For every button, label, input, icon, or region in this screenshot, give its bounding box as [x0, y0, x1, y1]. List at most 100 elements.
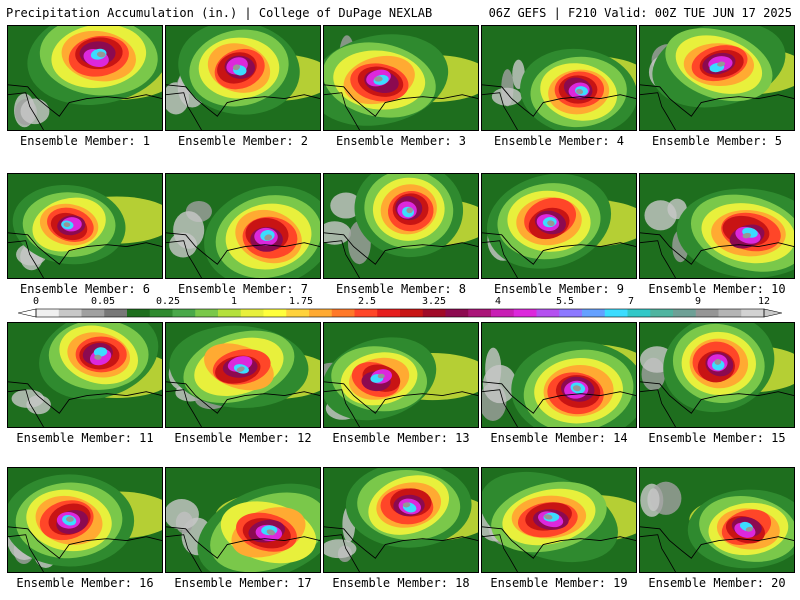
panel-label-20: Ensemble Member: 20	[648, 576, 786, 590]
colorbar-swatch	[673, 309, 697, 317]
precip-field	[640, 174, 794, 278]
colorbar-tick: 5.5	[555, 296, 575, 307]
precip-field	[482, 26, 636, 130]
ensemble-map-4[interactable]	[481, 25, 637, 131]
colorbar-swatch	[695, 309, 719, 317]
precip-field	[324, 323, 478, 427]
ensemble-map-20[interactable]	[639, 467, 795, 573]
precip-field	[640, 468, 794, 572]
colorbar-swatch	[354, 309, 378, 317]
ensemble-map-1[interactable]	[7, 25, 163, 131]
colorbar-swatch	[650, 309, 674, 317]
panel-label-15: Ensemble Member: 15	[648, 431, 786, 445]
precip-field	[640, 26, 794, 130]
colorbar-swatch	[559, 309, 583, 317]
precip-field	[482, 468, 636, 572]
panel-label-2: Ensemble Member: 2	[177, 134, 309, 148]
colorbar-tick: 9	[694, 296, 702, 307]
colorbar-swatch	[604, 309, 628, 317]
colorbar-tick: 3.25	[421, 296, 447, 307]
colorbar-swatch	[58, 309, 82, 317]
ensemble-map-16[interactable]	[7, 467, 163, 573]
colorbar-tick: 7	[627, 296, 635, 307]
colorbar-swatch	[104, 309, 128, 317]
precip-field	[482, 174, 636, 278]
colorbar-tick: 1.75	[288, 296, 314, 307]
panel-label-7: Ensemble Member: 7	[177, 282, 309, 296]
panel-label-3: Ensemble Member: 3	[335, 134, 467, 148]
panel-label-11: Ensemble Member: 11	[16, 431, 154, 445]
precip-field	[8, 26, 162, 130]
ensemble-map-11[interactable]	[7, 322, 163, 428]
colorbar-min-arrow	[18, 308, 37, 318]
ensemble-map-3[interactable]	[323, 25, 479, 131]
ensemble-map-19[interactable]	[481, 467, 637, 573]
colorbar-tick: 0	[32, 296, 40, 307]
ensemble-map-2[interactable]	[165, 25, 321, 131]
colorbar-swatch	[536, 309, 560, 317]
precip-field	[324, 26, 478, 130]
ensemble-map-15[interactable]	[639, 322, 795, 428]
colorbar-swatch	[513, 309, 537, 317]
panel-label-12: Ensemble Member: 12	[174, 431, 312, 445]
colorbar-swatch	[309, 309, 333, 317]
colorbar-tick: 1	[230, 296, 238, 307]
map-title: Precipitation Accumulation (in.) | Colle…	[6, 6, 433, 20]
ensemble-map-5[interactable]	[639, 25, 795, 131]
colorbar-swatch	[468, 309, 492, 317]
precip-field	[8, 174, 162, 278]
precip-field	[482, 323, 636, 427]
colorbar-swatch	[218, 309, 242, 317]
ensemble-map-13[interactable]	[323, 322, 479, 428]
panel-label-6: Ensemble Member: 6	[19, 282, 151, 296]
panel-label-1: Ensemble Member: 1	[19, 134, 151, 148]
ensemble-map-12[interactable]	[165, 322, 321, 428]
precip-field	[166, 26, 320, 130]
colorbar-swatch	[81, 309, 105, 317]
colorbar-swatch	[741, 309, 765, 317]
panel-label-14: Ensemble Member: 14	[490, 431, 628, 445]
precip-colorbar	[18, 308, 782, 318]
precip-field	[166, 468, 320, 572]
ensemble-map-10[interactable]	[639, 173, 795, 279]
ensemble-map-9[interactable]	[481, 173, 637, 279]
colorbar-swatch	[172, 309, 196, 317]
colorbar-swatch	[286, 309, 310, 317]
colorbar-tick: 0.25	[155, 296, 181, 307]
panel-label-9: Ensemble Member: 9	[493, 282, 625, 296]
ensemble-map-18[interactable]	[323, 467, 479, 573]
colorbar-swatch	[127, 309, 151, 317]
colorbar-swatch	[445, 309, 469, 317]
ensemble-map-6[interactable]	[7, 173, 163, 279]
colorbar-swatch	[263, 309, 287, 317]
precip-field	[8, 468, 162, 572]
ensemble-map-14[interactable]	[481, 322, 637, 428]
colorbar-tick: 12	[757, 296, 771, 307]
colorbar-swatch	[627, 309, 651, 317]
colorbar-swatch	[400, 309, 424, 317]
panel-label-19: Ensemble Member: 19	[490, 576, 628, 590]
panel-label-17: Ensemble Member: 17	[174, 576, 312, 590]
precip-field	[324, 468, 478, 572]
colorbar-swatch	[331, 309, 355, 317]
panel-label-18: Ensemble Member: 18	[332, 576, 470, 590]
ensemble-map-8[interactable]	[323, 173, 479, 279]
colorbar-swatch	[491, 309, 515, 317]
panel-label-16: Ensemble Member: 16	[16, 576, 154, 590]
panel-label-10: Ensemble Member: 10	[648, 282, 786, 296]
precip-field	[640, 323, 794, 427]
colorbar-swatch	[422, 309, 446, 317]
colorbar-swatch	[240, 309, 264, 317]
ensemble-map-7[interactable]	[165, 173, 321, 279]
panel-label-4: Ensemble Member: 4	[493, 134, 625, 148]
colorbar-tick: 0.05	[90, 296, 116, 307]
precip-field	[324, 174, 478, 278]
panel-label-5: Ensemble Member: 5	[651, 134, 783, 148]
colorbar-swatch	[582, 309, 606, 317]
ensemble-map-17[interactable]	[165, 467, 321, 573]
colorbar-swatch	[718, 309, 742, 317]
colorbar-swatch	[195, 309, 219, 317]
precip-field	[8, 323, 162, 427]
colorbar-max-arrow	[763, 308, 782, 318]
colorbar-swatch	[36, 309, 60, 317]
